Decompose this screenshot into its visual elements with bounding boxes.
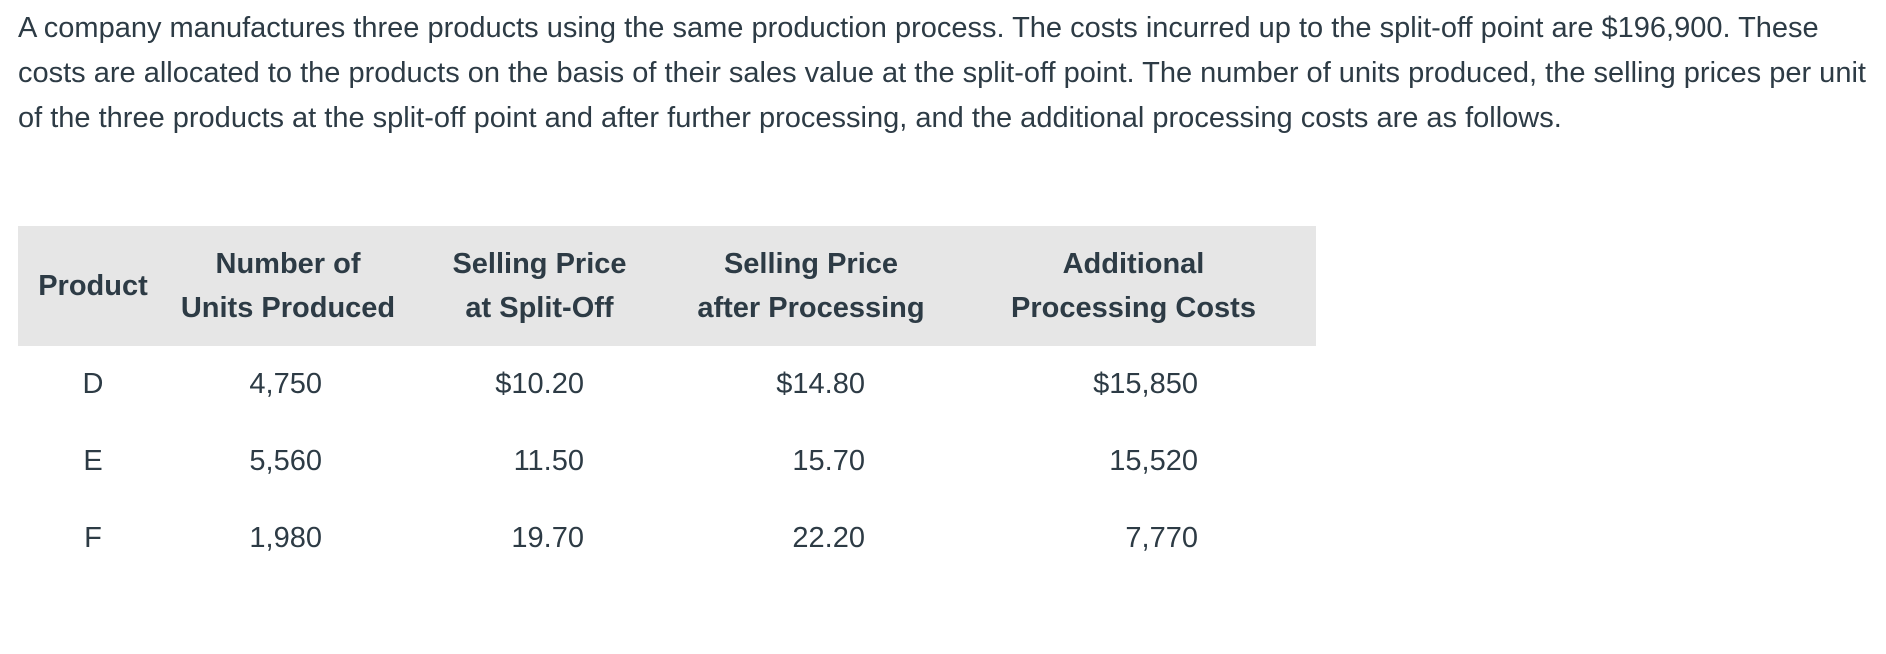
product-cell: E xyxy=(83,445,103,477)
header-units-line2: Units Produced xyxy=(180,292,396,324)
header-price-after-processing: Selling Price after Processing xyxy=(671,226,951,346)
header-units-line1: Number of xyxy=(215,248,361,280)
table-row: F 1,980 19.70 22.20 7,770 xyxy=(18,500,1316,577)
product-cell: F xyxy=(84,522,102,554)
header-after-line2: after Processing xyxy=(697,292,925,324)
header-after-line1: Selling Price xyxy=(723,248,899,280)
split-off-price-cell: $10.20 xyxy=(495,368,584,400)
header-split-line2: at Split-Off xyxy=(465,292,614,324)
header-additional-line2: Processing Costs xyxy=(1011,292,1256,324)
header-additional-costs: Additional Processing Costs xyxy=(951,226,1316,346)
after-processing-price-cell: 22.20 xyxy=(792,522,865,554)
after-processing-price-cell: 15.70 xyxy=(792,445,865,477)
after-processing-price-cell: $14.80 xyxy=(776,368,865,400)
header-split-line1: Selling Price xyxy=(452,248,627,280)
problem-statement: A company manufactures three products us… xyxy=(18,12,1866,134)
header-product-line2: Product xyxy=(38,270,148,302)
split-off-price-cell: 11.50 xyxy=(513,445,584,477)
header-product: Product xyxy=(18,226,168,346)
header-units-produced: Number of Units Produced xyxy=(168,226,408,346)
units-cell: 1,980 xyxy=(249,522,322,554)
additional-cost-cell: 7,770 xyxy=(1125,522,1198,554)
product-costs-table: Product Number of Units Produced Selling… xyxy=(18,226,1316,577)
table-header-row: Product Number of Units Produced Selling… xyxy=(18,226,1316,346)
table-row: D 4,750 $10.20 $14.80 $15,850 xyxy=(18,346,1316,423)
header-additional-line1: Additional xyxy=(1062,248,1205,280)
split-off-price-cell: 19.70 xyxy=(511,522,584,554)
product-cell: D xyxy=(82,368,104,400)
additional-cost-cell: 15,520 xyxy=(1109,445,1198,477)
table-row: E 5,560 11.50 15.70 15,520 xyxy=(18,423,1316,500)
units-cell: 5,560 xyxy=(249,445,322,477)
additional-cost-cell: $15,850 xyxy=(1093,368,1198,400)
header-price-split-off: Selling Price at Split-Off xyxy=(408,226,671,346)
units-cell: 4,750 xyxy=(249,368,322,400)
